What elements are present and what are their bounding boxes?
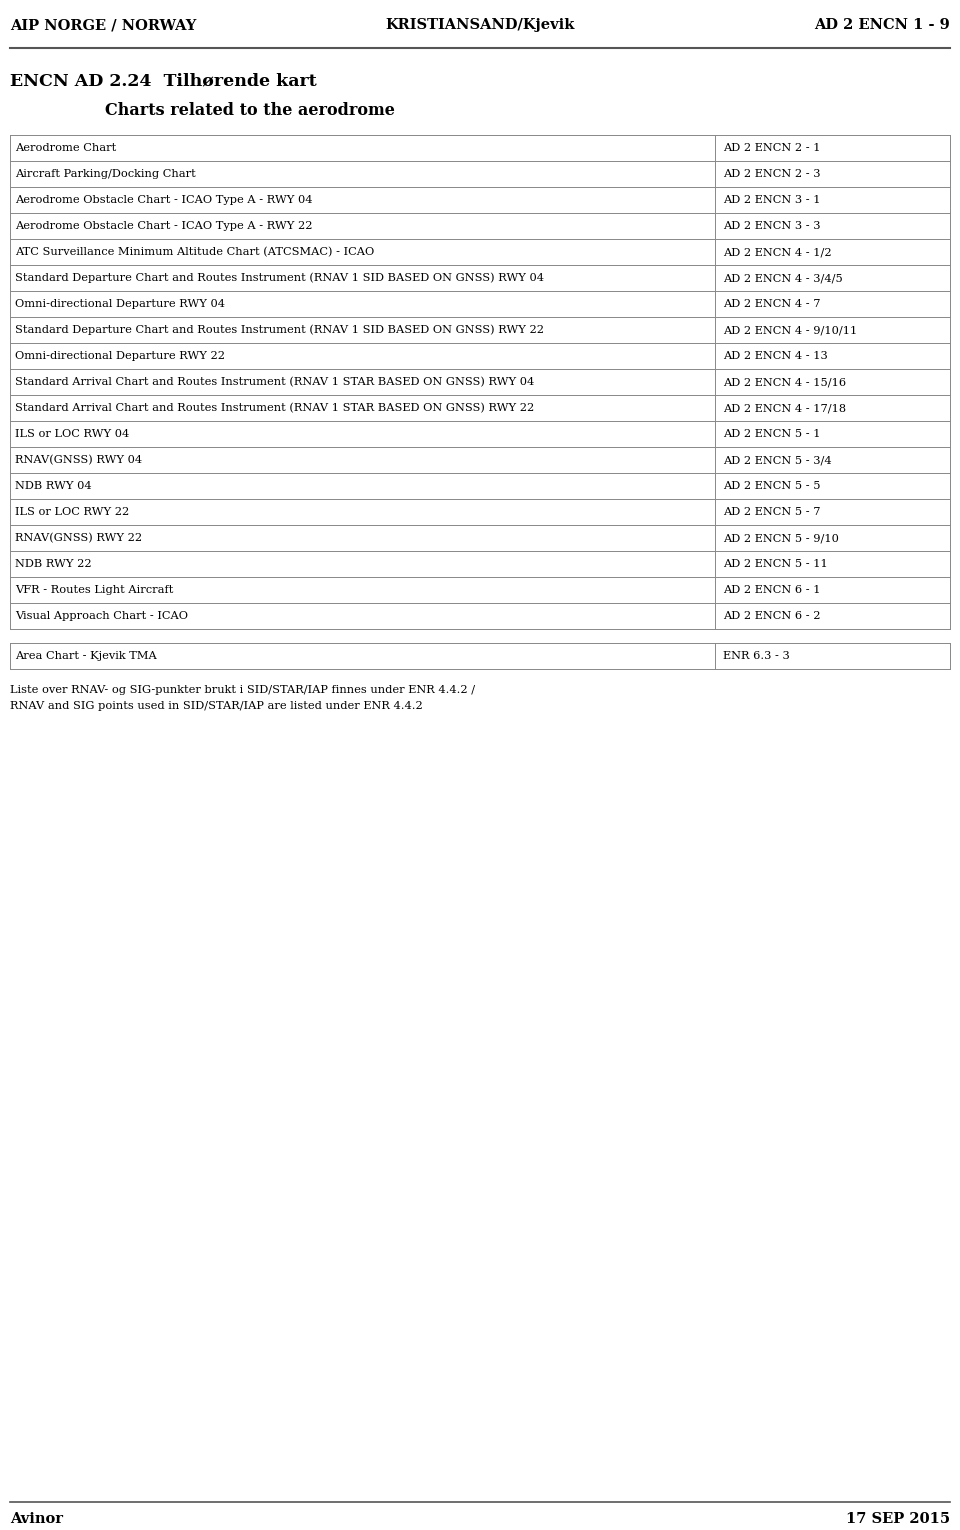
Text: AD 2 ENCN 6 - 2: AD 2 ENCN 6 - 2 [723, 610, 821, 621]
Text: AD 2 ENCN 5 - 5: AD 2 ENCN 5 - 5 [723, 480, 821, 491]
Text: NDB RWY 04: NDB RWY 04 [15, 480, 91, 491]
Text: ENCN AD 2.24  Tilhørende kart: ENCN AD 2.24 Tilhørende kart [10, 72, 317, 89]
Text: AD 2 ENCN 4 - 13: AD 2 ENCN 4 - 13 [723, 350, 828, 361]
Text: Standard Departure Chart and Routes Instrument (RNAV 1 SID BASED ON GNSS) RWY 22: Standard Departure Chart and Routes Inst… [15, 324, 544, 335]
Text: AIP NORGE / NORWAY: AIP NORGE / NORWAY [10, 18, 196, 32]
Text: AD 2 ENCN 5 - 1: AD 2 ENCN 5 - 1 [723, 428, 821, 439]
Text: AD 2 ENCN 2 - 3: AD 2 ENCN 2 - 3 [723, 168, 821, 179]
Text: Area Chart - Kjevik TMA: Area Chart - Kjevik TMA [15, 650, 156, 661]
Text: Avinor: Avinor [10, 1512, 63, 1525]
Text: AD 2 ENCN 1 - 9: AD 2 ENCN 1 - 9 [814, 18, 950, 32]
Text: Aerodrome Obstacle Chart - ICAO Type A - RWY 04: Aerodrome Obstacle Chart - ICAO Type A -… [15, 194, 313, 205]
Text: Standard Arrival Chart and Routes Instrument (RNAV 1 STAR BASED ON GNSS) RWY 22: Standard Arrival Chart and Routes Instru… [15, 402, 535, 413]
Text: Standard Arrival Chart and Routes Instrument (RNAV 1 STAR BASED ON GNSS) RWY 04: Standard Arrival Chart and Routes Instru… [15, 376, 535, 387]
Text: AD 2 ENCN 3 - 3: AD 2 ENCN 3 - 3 [723, 220, 821, 231]
Text: Standard Departure Chart and Routes Instrument (RNAV 1 SID BASED ON GNSS) RWY 04: Standard Departure Chart and Routes Inst… [15, 272, 544, 283]
Text: AD 2 ENCN 2 - 1: AD 2 ENCN 2 - 1 [723, 142, 821, 153]
Text: Omni-directional Departure RWY 04: Omni-directional Departure RWY 04 [15, 298, 225, 309]
Text: AD 2 ENCN 4 - 17/18: AD 2 ENCN 4 - 17/18 [723, 402, 846, 413]
Text: AD 2 ENCN 6 - 1: AD 2 ENCN 6 - 1 [723, 584, 821, 595]
Text: VFR - Routes Light Aircraft: VFR - Routes Light Aircraft [15, 584, 174, 595]
Text: AD 2 ENCN 5 - 3/4: AD 2 ENCN 5 - 3/4 [723, 454, 831, 465]
Text: AD 2 ENCN 4 - 15/16: AD 2 ENCN 4 - 15/16 [723, 376, 846, 387]
Text: ENR 6.3 - 3: ENR 6.3 - 3 [723, 650, 790, 661]
Text: AD 2 ENCN 4 - 9/10/11: AD 2 ENCN 4 - 9/10/11 [723, 324, 857, 335]
Text: ILS or LOC RWY 22: ILS or LOC RWY 22 [15, 506, 130, 517]
Text: AD 2 ENCN 4 - 1/2: AD 2 ENCN 4 - 1/2 [723, 246, 831, 257]
Text: RNAV and SIG points used in SID/STAR/IAP are listed under ENR 4.4.2: RNAV and SIG points used in SID/STAR/IAP… [10, 701, 422, 711]
Text: Aerodrome Obstacle Chart - ICAO Type A - RWY 22: Aerodrome Obstacle Chart - ICAO Type A -… [15, 220, 313, 231]
Text: NDB RWY 22: NDB RWY 22 [15, 558, 91, 569]
Text: Aircraft Parking/Docking Chart: Aircraft Parking/Docking Chart [15, 168, 196, 179]
Text: RNAV(GNSS) RWY 04: RNAV(GNSS) RWY 04 [15, 454, 142, 465]
Text: ILS or LOC RWY 04: ILS or LOC RWY 04 [15, 428, 130, 439]
Text: Aerodrome Chart: Aerodrome Chart [15, 142, 116, 153]
Text: Liste over RNAV- og SIG-punkter brukt i SID/STAR/IAP finnes under ENR 4.4.2 /: Liste over RNAV- og SIG-punkter brukt i … [10, 685, 475, 695]
Text: AD 2 ENCN 5 - 9/10: AD 2 ENCN 5 - 9/10 [723, 532, 839, 543]
Text: KRISTIANSAND/Kjevik: KRISTIANSAND/Kjevik [385, 18, 575, 32]
Text: RNAV(GNSS) RWY 22: RNAV(GNSS) RWY 22 [15, 532, 142, 543]
Text: AD 2 ENCN 5 - 7: AD 2 ENCN 5 - 7 [723, 506, 821, 517]
Text: Charts related to the aerodrome: Charts related to the aerodrome [105, 103, 395, 119]
Text: 17 SEP 2015: 17 SEP 2015 [846, 1512, 950, 1525]
Text: AD 2 ENCN 4 - 7: AD 2 ENCN 4 - 7 [723, 298, 821, 309]
Text: Visual Approach Chart - ICAO: Visual Approach Chart - ICAO [15, 610, 188, 621]
Text: AD 2 ENCN 4 - 3/4/5: AD 2 ENCN 4 - 3/4/5 [723, 272, 843, 283]
Text: AD 2 ENCN 5 - 11: AD 2 ENCN 5 - 11 [723, 558, 828, 569]
Text: AD 2 ENCN 3 - 1: AD 2 ENCN 3 - 1 [723, 194, 821, 205]
Text: Omni-directional Departure RWY 22: Omni-directional Departure RWY 22 [15, 350, 225, 361]
Text: ATC Surveillance Minimum Altitude Chart (ATCSMAC) - ICAO: ATC Surveillance Minimum Altitude Chart … [15, 246, 374, 257]
